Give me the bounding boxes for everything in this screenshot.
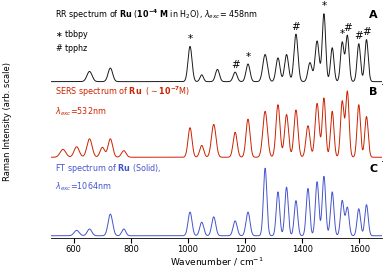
Text: *: * <box>339 30 345 40</box>
Text: FT spectrum of $\mathbf{Ru}$ (Solid),: FT spectrum of $\mathbf{Ru}$ (Solid), <box>55 162 162 175</box>
Text: #: # <box>362 27 371 37</box>
Text: B: B <box>369 87 377 97</box>
Text: Raman Intensity (arb. scale): Raman Intensity (arb. scale) <box>3 62 11 182</box>
Text: $\#$ tpphz: $\#$ tpphz <box>55 41 89 54</box>
Text: C: C <box>369 164 377 174</box>
Text: A: A <box>368 10 377 20</box>
Text: #: # <box>354 31 363 41</box>
Text: $\ast$ tbbpy: $\ast$ tbbpy <box>55 28 89 41</box>
Text: $\lambda_{exc}$=1064nm: $\lambda_{exc}$=1064nm <box>55 180 111 193</box>
Text: #: # <box>231 60 240 70</box>
Text: *: * <box>321 1 327 11</box>
Text: #: # <box>292 22 300 32</box>
Text: SERS spectrum of $\mathbf{Ru}$  ($\sim$$\mathbf{10^{-7}}$M): SERS spectrum of $\mathbf{Ru}$ ($\sim$$\… <box>55 85 190 99</box>
Text: *: * <box>245 52 250 62</box>
Text: *: * <box>187 34 192 44</box>
Text: RR spectrum of $\mathbf{Ru}$ ($\mathbf{10^{-4}}$ $\mathbf{M}$ in H$_2$O), $\lamb: RR spectrum of $\mathbf{Ru}$ ($\mathbf{1… <box>55 8 258 22</box>
X-axis label: Wavenumber / cm$^{-1}$: Wavenumber / cm$^{-1}$ <box>170 255 263 267</box>
Text: $\lambda_{exc}$=532nm: $\lambda_{exc}$=532nm <box>55 106 106 118</box>
Text: #: # <box>343 23 352 33</box>
